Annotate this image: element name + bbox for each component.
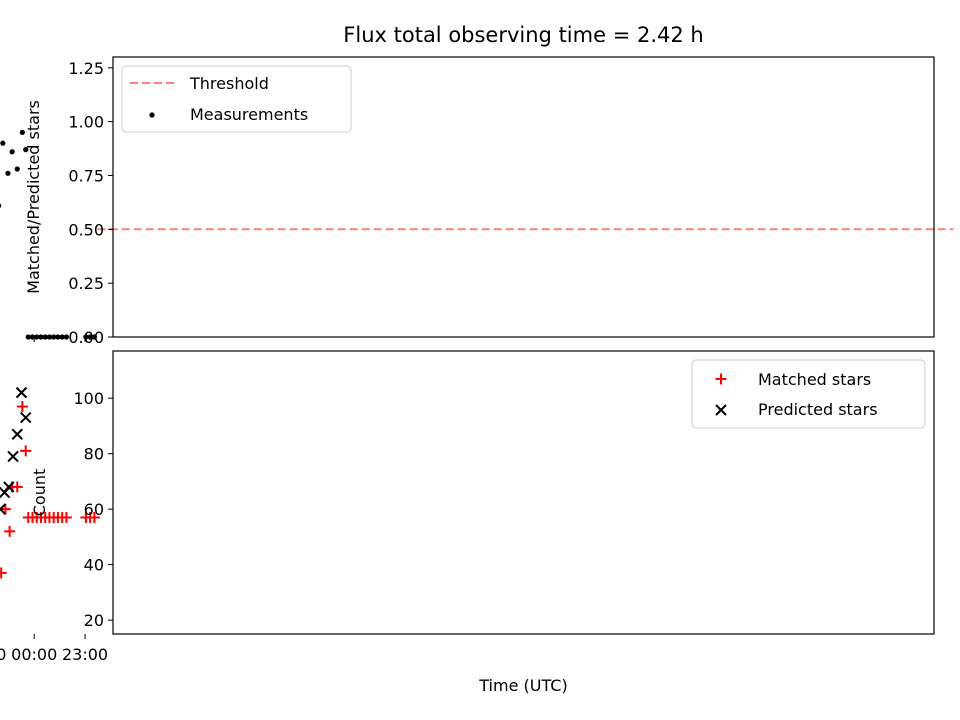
axes-frame bbox=[112, 56, 935, 338]
legend-threshold-label: Threshold bbox=[189, 74, 269, 93]
legend-predicted-label: Predicted stars bbox=[758, 400, 878, 419]
legend-bottom: Matched stars Predicted stars bbox=[691, 359, 926, 429]
predicted-stars-point bbox=[7, 450, 19, 463]
measurement-point bbox=[38, 334, 44, 340]
legend-measurements-swatch bbox=[149, 112, 155, 118]
measurement-point bbox=[25, 334, 31, 340]
matched-stars-point bbox=[20, 445, 32, 457]
legend-box bbox=[121, 65, 352, 133]
y-axis-label: Count bbox=[30, 469, 49, 517]
axes-frame bbox=[112, 350, 935, 635]
y-tick-label: 100 bbox=[73, 389, 104, 408]
matched-stars-point bbox=[80, 511, 92, 523]
x-axis-label: Time (UTC) bbox=[478, 676, 567, 695]
y-tick-label: 0.00 bbox=[68, 328, 104, 347]
measurement-point bbox=[55, 334, 61, 340]
matched-stars-point bbox=[22, 511, 34, 523]
measurement-point bbox=[14, 166, 20, 172]
top-panel: 0.00 0.25 0.50 0.75 1.00 1.25 Matched/Predicte… bbox=[0, 56, 954, 347]
matched-stars-point bbox=[16, 400, 28, 412]
x-tick-label: 23:00 bbox=[62, 645, 108, 664]
y-tick-label: 1.25 bbox=[68, 59, 104, 78]
legend-predicted-swatch bbox=[715, 404, 727, 416]
predicted-stars-point bbox=[20, 411, 32, 424]
measurement-point bbox=[91, 334, 97, 340]
measurement-point bbox=[9, 149, 15, 155]
x-tick-label: 00:00 bbox=[11, 645, 57, 664]
legend-box bbox=[691, 359, 926, 429]
measurement-point bbox=[59, 334, 65, 340]
legend-measurements-label: Measurements bbox=[190, 105, 308, 124]
x-tick-label: 01:00 bbox=[0, 645, 6, 664]
measurement-point bbox=[87, 334, 93, 340]
measurement-point bbox=[19, 129, 25, 135]
y-tick-label: 0.25 bbox=[68, 274, 104, 293]
legend-matched-label: Matched stars bbox=[758, 370, 871, 389]
y-tick-label: 80 bbox=[84, 445, 104, 464]
predicted-stars-point bbox=[0, 486, 11, 499]
measurement-point bbox=[23, 147, 29, 153]
matched-stars-point bbox=[4, 525, 16, 537]
measurement-point bbox=[0, 140, 6, 146]
measurement-point bbox=[34, 334, 40, 340]
measurement-point bbox=[0, 203, 2, 208]
chart-title: Flux total observing time = 2.42 h bbox=[343, 23, 703, 47]
matched-stars-point bbox=[0, 503, 11, 515]
predicted-stars-point bbox=[0, 503, 7, 515]
measurement-point bbox=[63, 334, 70, 340]
bottom-panel: 2040608010023:0000:0001:0002:0003:0004:0… bbox=[0, 350, 935, 695]
y-axis-label: Matched/Predicted stars bbox=[24, 100, 43, 294]
y-tick-label: 40 bbox=[84, 556, 104, 575]
y-tick-label: 1.00 bbox=[68, 113, 104, 132]
measurement-point bbox=[42, 334, 48, 340]
measurement-point bbox=[51, 334, 57, 340]
y-tick-label: 60 bbox=[84, 500, 104, 519]
predicted-stars-point bbox=[11, 428, 23, 440]
y-tick-label: 0.50 bbox=[68, 220, 104, 239]
legend-top: Threshold Measurements bbox=[121, 65, 352, 133]
measurement-point bbox=[46, 334, 53, 340]
y-tick-label: 20 bbox=[84, 611, 104, 630]
y-tick-label: 0.75 bbox=[68, 166, 104, 185]
predicted-stars-point bbox=[15, 386, 28, 399]
measurement-point bbox=[5, 170, 11, 176]
